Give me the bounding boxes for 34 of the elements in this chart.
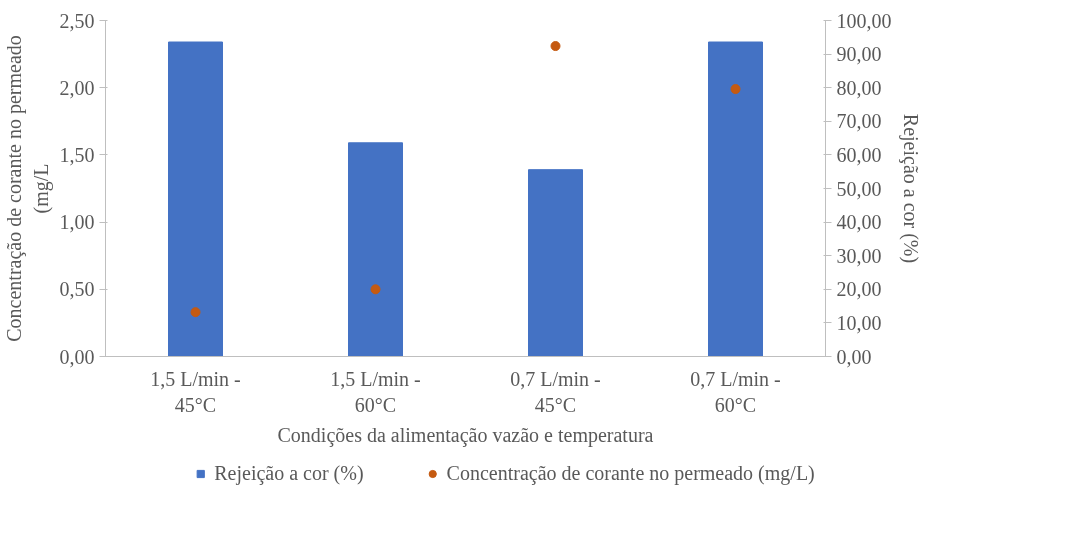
point (370, 284, 381, 295)
y-tick-label: 0,00 (59, 345, 95, 368)
x-tick-label: 0,7 L/min - 45°C (510, 367, 601, 416)
y2-tick-label: 30,00 (836, 244, 882, 267)
bar (348, 142, 403, 357)
x-tick-label: 1,5 L/min - 60°C (330, 367, 421, 416)
y-tick-label: 0,50 (59, 278, 95, 301)
x-tick-label: 0,7 L/min - 60°C (690, 367, 781, 416)
point (550, 41, 561, 52)
y2-tick-label: 20,00 (836, 278, 882, 301)
x-tick-label: 1,5 L/min - 45°C (150, 367, 241, 416)
y2-tick-label: 50,00 (836, 177, 882, 200)
y-tick-label: 1,50 (59, 143, 95, 166)
y-tick-label: 2,50 (59, 9, 95, 32)
y2-tick-label: 60,00 (836, 143, 882, 166)
y2-tick-label: 10,00 (836, 311, 882, 334)
x-axis-title: Condições da alimentação vazão e temperatura (277, 423, 654, 447)
y2-tick-label: 90,00 (836, 43, 882, 66)
bar (528, 169, 583, 357)
legend-label: Concentração de corante no permeado (mg/L) (446, 461, 815, 485)
y2-tick-label: 0,00 (836, 345, 872, 368)
y-axis-title: Concentração de corante no permeado (mg/L (3, 35, 53, 342)
point (190, 307, 201, 318)
bar (168, 41, 223, 357)
y-tick-label: 2,00 (59, 76, 95, 99)
y-tick-label: 1,00 (59, 211, 95, 234)
y2-tick-label: 100,00 (836, 9, 892, 32)
y2-tick-label: 70,00 (836, 110, 882, 133)
bar (708, 41, 763, 357)
y2-tick-label: 40,00 (836, 211, 882, 234)
point (730, 84, 741, 95)
y2-tick-label: 80,00 (836, 76, 882, 99)
legend-label: Rejeição a cor (%) (214, 461, 364, 485)
y2-axis-title: Rejeição a cor (%) (898, 113, 922, 264)
